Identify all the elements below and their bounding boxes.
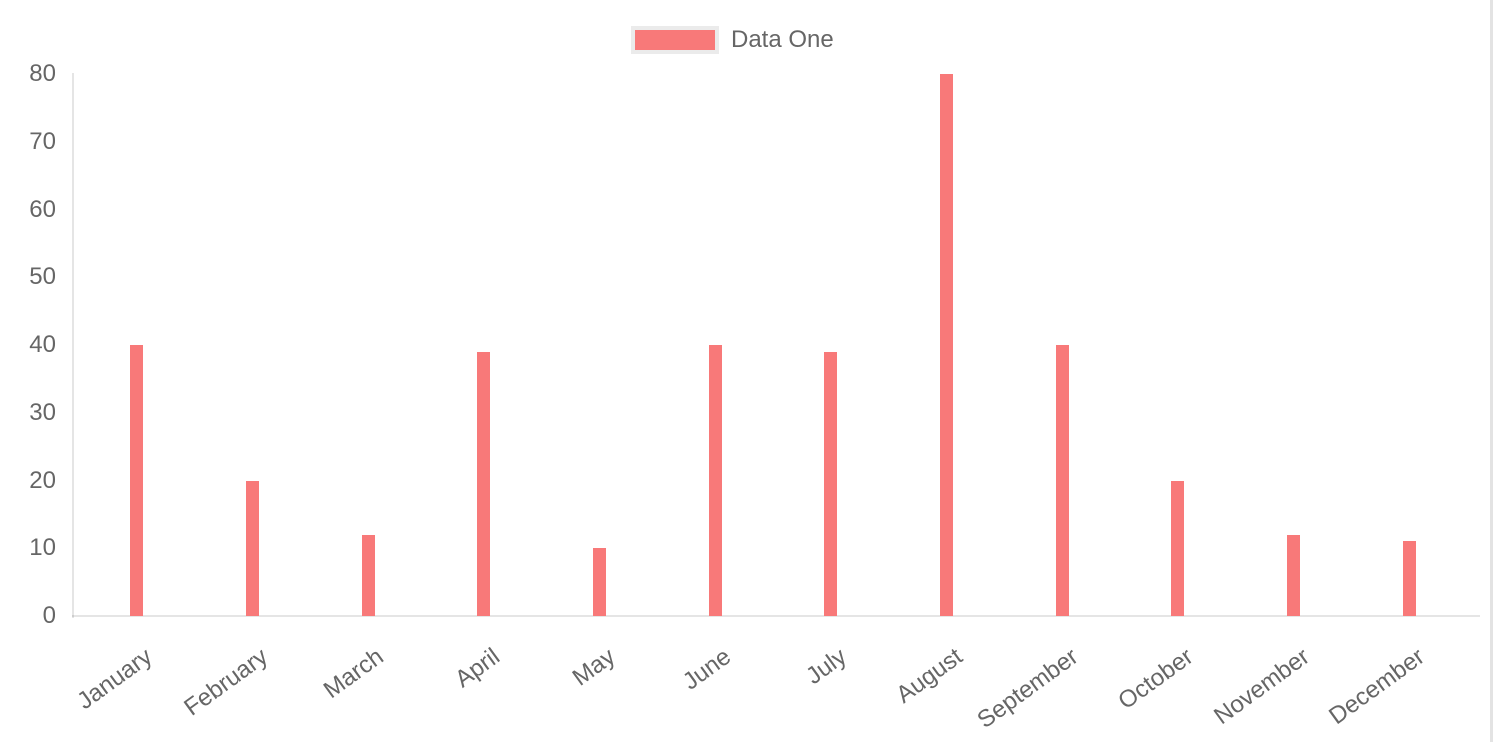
scrollbar-track[interactable] bbox=[1490, 0, 1493, 742]
bar-july[interactable] bbox=[824, 351, 838, 616]
y-axis-line bbox=[72, 73, 74, 618]
y-tick-label-70: 70 bbox=[29, 127, 56, 155]
y-tick-label-30: 30 bbox=[29, 398, 56, 426]
x-axis-label-january: January bbox=[72, 643, 158, 716]
x-axis-label-february: February bbox=[179, 643, 274, 722]
x-axis-label-november: November bbox=[1208, 643, 1315, 730]
x-axis-label-march: March bbox=[319, 643, 390, 705]
bar-june[interactable] bbox=[708, 345, 722, 616]
y-tick-label-60: 60 bbox=[29, 195, 56, 223]
y-tick-label-80: 80 bbox=[29, 60, 56, 87]
x-axis-label-september: September bbox=[972, 643, 1084, 734]
bar-march[interactable] bbox=[361, 534, 375, 616]
x-axis-label-june: June bbox=[678, 643, 737, 696]
x-axis-line bbox=[72, 615, 1480, 617]
x-axis-label-december: December bbox=[1324, 643, 1431, 730]
x-axis-label-august: August bbox=[891, 643, 968, 709]
bar-december[interactable] bbox=[1402, 541, 1416, 616]
legend-label: Data One bbox=[731, 26, 834, 53]
bar-october[interactable] bbox=[1171, 480, 1185, 616]
x-axis-label-may: May bbox=[567, 643, 621, 692]
legend-color-swatch bbox=[631, 26, 719, 54]
bar-august[interactable] bbox=[940, 74, 953, 616]
bar-may[interactable] bbox=[593, 548, 606, 616]
bar-january[interactable] bbox=[130, 345, 144, 616]
y-tick-label-20: 20 bbox=[29, 466, 56, 494]
bar-november[interactable] bbox=[1287, 534, 1300, 616]
x-axis-label-july: July bbox=[801, 643, 852, 690]
bar-september[interactable] bbox=[1055, 345, 1069, 616]
x-axis-label-april: April bbox=[449, 643, 505, 694]
bar-february[interactable] bbox=[246, 480, 259, 616]
legend[interactable]: Data One bbox=[631, 26, 834, 54]
bar-april[interactable] bbox=[477, 351, 491, 616]
y-tick-label-0: 0 bbox=[42, 602, 56, 629]
y-tick-label-40: 40 bbox=[29, 331, 56, 358]
x-axis-label-october: October bbox=[1113, 643, 1199, 716]
y-tick-label-50: 50 bbox=[29, 263, 56, 291]
y-tick-label-10: 10 bbox=[29, 534, 56, 562]
